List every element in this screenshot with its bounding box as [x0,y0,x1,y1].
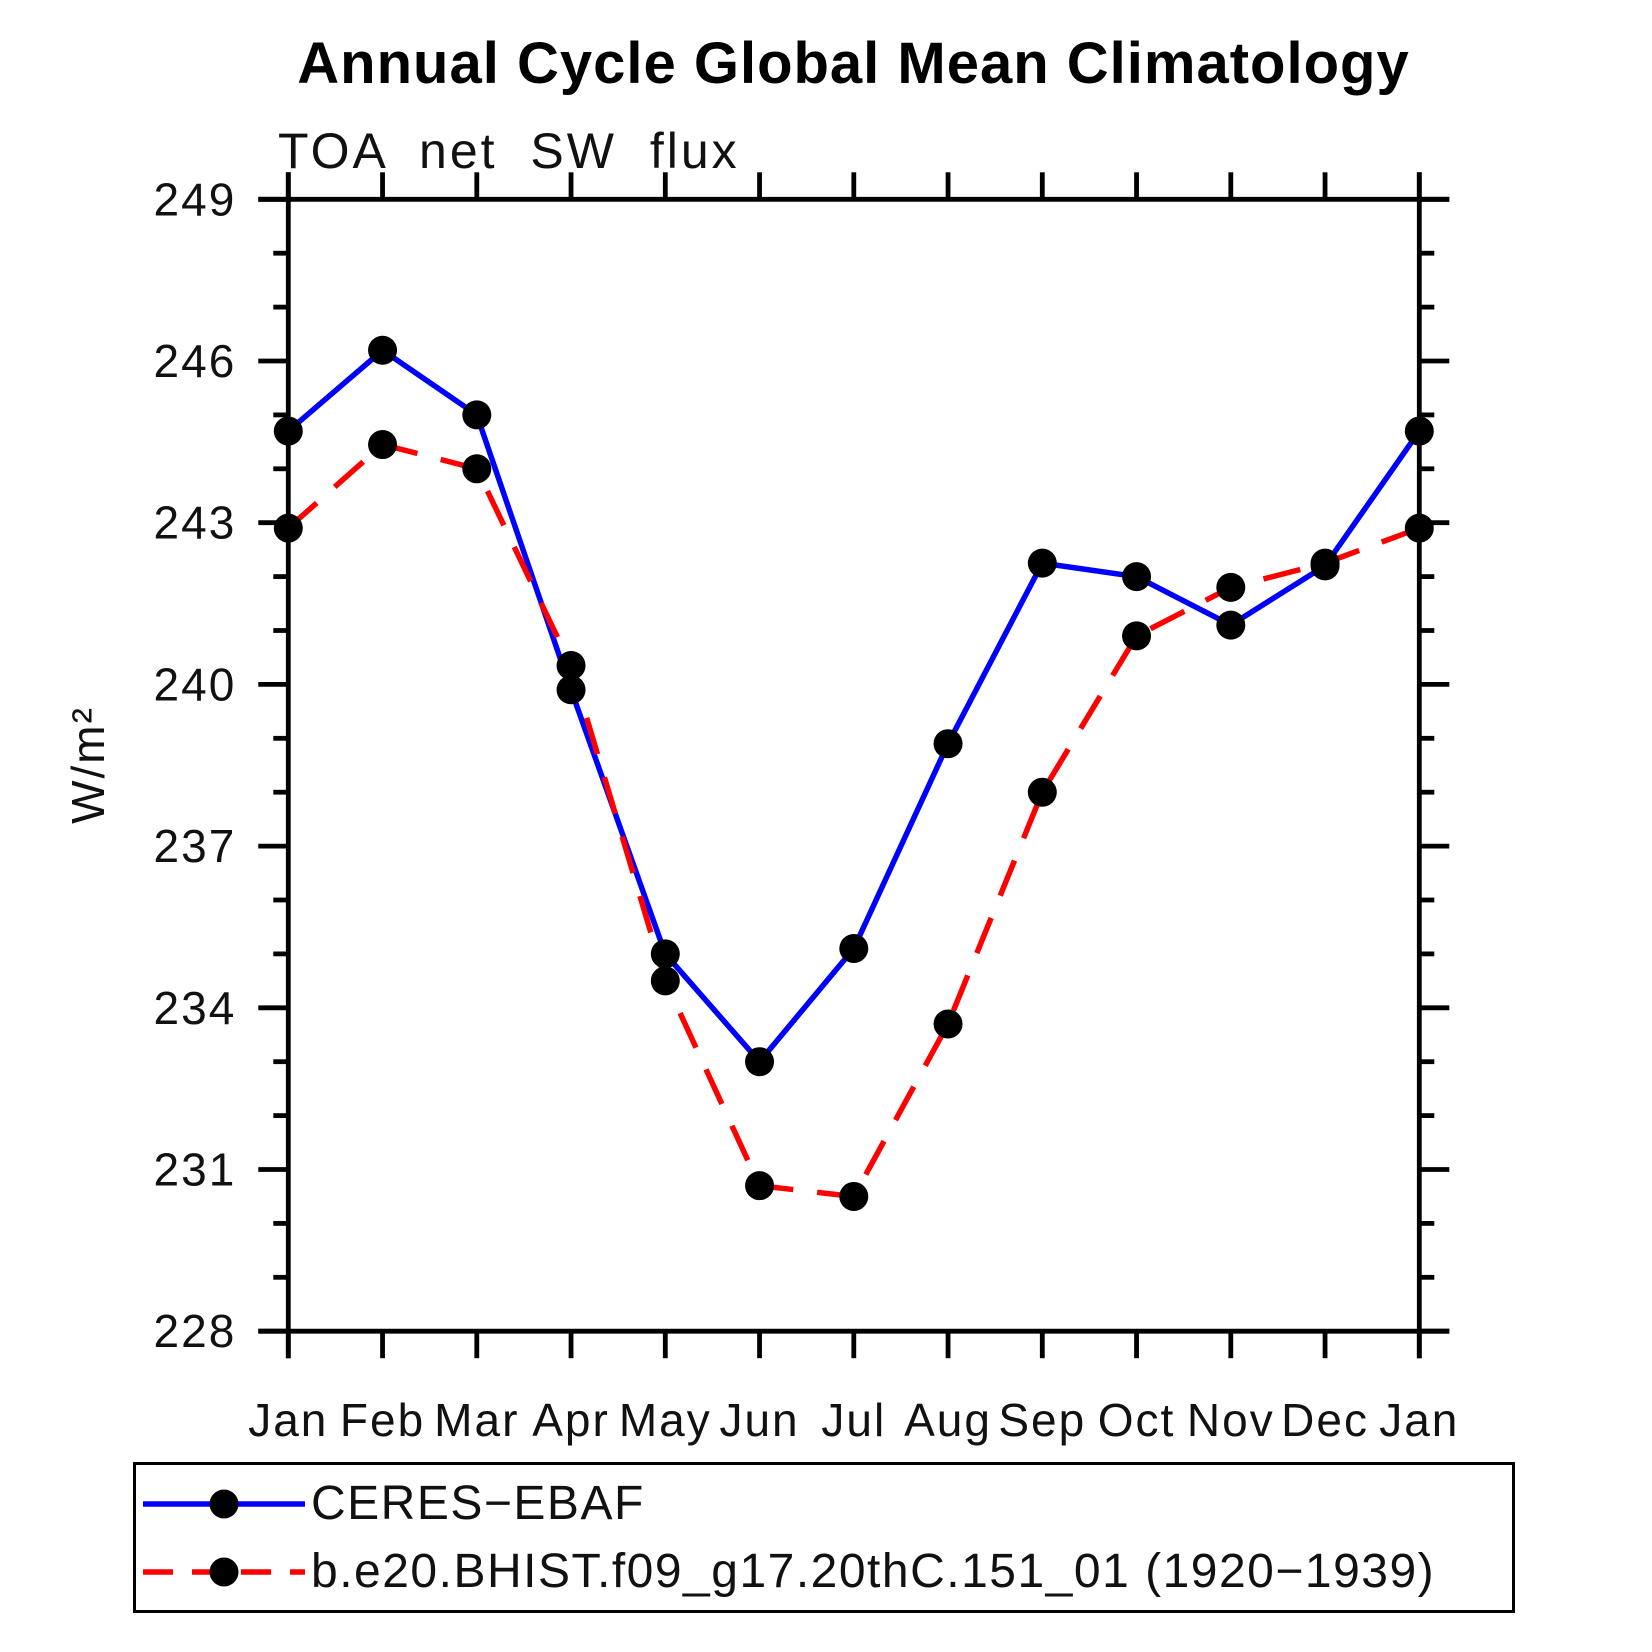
data-point-marker [368,335,398,365]
legend-item-model: b.e20.BHIST.f09_g17.20thC.151_01 (1920−1… [141,1538,1512,1606]
data-point-marker [462,400,492,430]
x-axis-tick-label: Jul [821,1394,886,1446]
data-point-marker [1122,562,1152,592]
data-point-marker [273,416,303,446]
x-axis-tick-label: Dec [1281,1394,1369,1446]
y-axis-tick-label: 240 [154,658,237,710]
data-point-marker [368,430,398,460]
y-axis-tick-label: 237 [154,820,237,872]
x-axis-tick-label: Jan [248,1394,328,1446]
series-line-model [286,441,1421,1200]
y-axis-tick-label: 231 [154,1144,237,1196]
chart-title: Annual Cycle Global Mean Climatology [297,31,1410,96]
data-point-marker [462,454,492,484]
x-axis-tick-label: Apr [532,1394,610,1446]
data-point-marker [650,939,680,969]
legend-sample-marker [209,1489,239,1518]
x-axis-tick-label: Jun [719,1394,799,1446]
data-point-marker [556,675,586,705]
legend-line-sample-dashed [143,1557,305,1586]
x-axis-tick-label: Jan [1379,1394,1459,1446]
legend-item-ceres-ebaf: CERES−EBAF [141,1470,1512,1538]
data-point-marker [839,934,869,964]
data-point-marker [650,966,680,996]
x-axis-tick-label: Feb [340,1394,425,1446]
y-axis-tick-label: 249 [154,173,237,225]
legend-label-model: b.e20.BHIST.f09_g17.20thC.151_01 (1920−1… [311,1545,1436,1598]
x-axis-tick-label: Oct [1098,1394,1176,1446]
data-point-marker [1122,621,1152,651]
data-point-marker [556,651,586,681]
data-point-marker [1404,513,1434,543]
x-axis-tick-label: Aug [904,1394,992,1446]
data-point-marker [745,1047,775,1077]
data-point-marker [1216,572,1246,602]
y-axis-tick-label: 234 [154,982,237,1034]
data-point-marker [933,1009,963,1039]
x-axis-tick-label: Nov [1187,1394,1275,1446]
data-point-marker [1027,777,1057,807]
data-point-marker [1404,416,1434,446]
legend-label-ceres-ebaf: CERES−EBAF [311,1477,645,1530]
chart-subtitle: TOA net SW flux [278,123,740,179]
data-point-marker [745,1171,775,1201]
y-axis-tick-label: 246 [154,335,237,387]
data-point-marker [1310,548,1340,578]
data-point-marker [933,729,963,759]
x-axis-tick-label: Sep [998,1394,1086,1446]
x-axis-tick-label: May [619,1394,712,1446]
data-point-marker [273,513,303,543]
legend-sample-marker [209,1557,239,1586]
data-point-marker [1027,548,1057,578]
x-axis-tick-label: Mar [434,1394,519,1446]
legend-line-sample-solid [143,1489,305,1518]
y-axis-tick-label: 243 [154,497,237,549]
data-point-marker [839,1181,869,1211]
legend-box: CERES−EBAF b.e20.BHIST.f09_g17.20thC.151… [133,1462,1515,1613]
data-point-marker [1216,610,1246,640]
y-axis-tick-label: 228 [154,1305,237,1357]
